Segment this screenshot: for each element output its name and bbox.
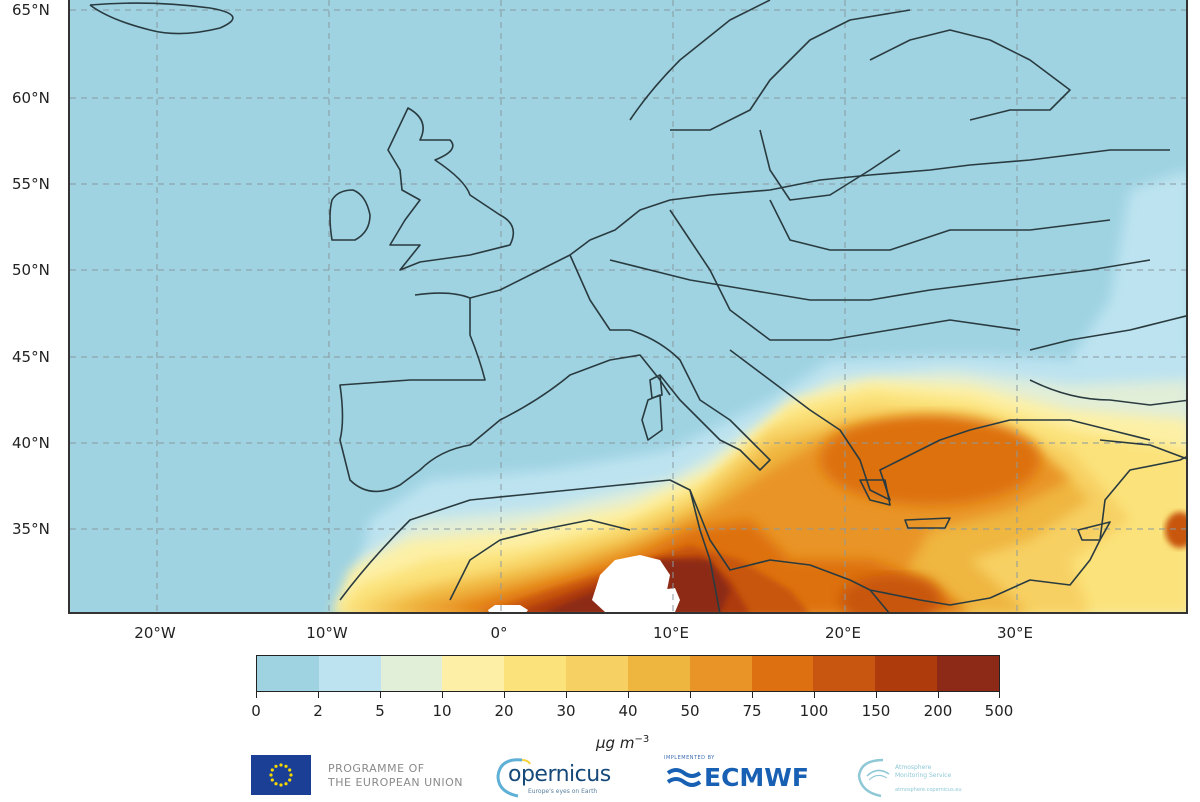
cams-line-1: Atmosphere xyxy=(895,764,932,771)
lat-tick-40n: 40°N xyxy=(12,434,50,452)
colorbar-label: 50 xyxy=(680,702,700,720)
colorbar-bin-75-100 xyxy=(751,656,814,691)
eu-programme-text: PROGRAMME OF THE EUROPEAN UNION xyxy=(328,762,463,790)
lat-tick-50n: 50°N xyxy=(12,261,50,279)
ecmwf-wordmark: ECMWF xyxy=(704,763,809,792)
colorbar-label: 40 xyxy=(618,702,638,720)
colorbar-bin-40-50 xyxy=(627,656,690,691)
colorbar-tick xyxy=(380,692,381,698)
colorbar-bin-2-5 xyxy=(318,656,381,691)
colorbar-tick xyxy=(318,692,319,698)
coastlines xyxy=(89,0,1186,612)
eu-line-1: PROGRAMME OF xyxy=(328,762,425,775)
copernicus-wordmark: opernicus xyxy=(508,762,611,787)
no-data-patch-3 xyxy=(488,605,528,612)
colorbar-label: 200 xyxy=(923,702,953,720)
colorbar-unit: μg m−3 xyxy=(596,734,649,752)
lat-tick-60n: 60°N xyxy=(12,89,50,107)
colorbar-bin-150-200 xyxy=(875,656,938,691)
colorbar-tick xyxy=(628,692,629,698)
colorbar-tick xyxy=(442,692,443,698)
copernicus-logo: opernicus Europe's eyes on Earth xyxy=(492,754,622,798)
ecmwf-waves-icon xyxy=(666,768,702,787)
colorbar-bin-30-40 xyxy=(566,656,628,691)
colorbar xyxy=(256,655,1000,692)
implemented-by-text: IMPLEMENTED BY xyxy=(664,755,715,761)
colorbar-label: 150 xyxy=(861,702,891,720)
colorbar-bin-50-75 xyxy=(689,656,752,691)
colorbar-tick xyxy=(256,692,257,698)
colorbar-tick xyxy=(690,692,691,698)
colorbar-tick xyxy=(752,692,753,698)
eu-flag-icon xyxy=(251,755,311,795)
lon-tick-20e: 20°E xyxy=(824,624,862,642)
colorbar-bin-200-500 xyxy=(937,656,999,691)
lat-tick-55n: 55°N xyxy=(12,175,50,193)
no-data-patch xyxy=(592,555,670,612)
footer-logos: PROGRAMME OF THE EUROPEAN UNION opernicu… xyxy=(0,750,1200,800)
colorbar-bin-5-10 xyxy=(380,656,443,691)
lon-tick-20w: 20°W xyxy=(134,624,176,642)
colorbar-label: 20 xyxy=(494,702,514,720)
no-data-patch-2 xyxy=(655,588,680,612)
unit-text: μg m xyxy=(596,734,635,752)
colorbar-label: 5 xyxy=(375,702,385,720)
colorbar-label: 0 xyxy=(251,702,261,720)
cams-url: atmosphere.copernicus.eu xyxy=(895,787,962,793)
cams-text: Atmosphere Monitoring Service atmosphere… xyxy=(895,764,962,794)
colorbar-tick xyxy=(814,692,815,698)
gridlines xyxy=(70,0,1186,612)
dust-map xyxy=(68,0,1188,614)
colorbar-label: 100 xyxy=(799,702,829,720)
copernicus-arc-icon xyxy=(496,758,531,798)
cams-arc-icon xyxy=(857,758,890,798)
colorbar-tick xyxy=(876,692,877,698)
colorbar-label: 500 xyxy=(984,702,1014,720)
colorbar-tick xyxy=(999,692,1000,698)
colorbar-tick xyxy=(938,692,939,698)
lon-tick-0: 0° xyxy=(490,624,508,642)
colorbar-label: 2 xyxy=(313,702,323,720)
lat-tick-65n: 65°N xyxy=(12,1,50,19)
lat-tick-45n: 45°N xyxy=(12,348,50,366)
colorbar-bin-0-2 xyxy=(257,656,319,691)
colorbar-label: 75 xyxy=(742,702,762,720)
colorbar-bin-20-30 xyxy=(504,656,567,691)
colorbar-label: 30 xyxy=(556,702,576,720)
lon-tick-30e: 30°E xyxy=(996,624,1034,642)
copernicus-tagline: Europe's eyes on Earth xyxy=(528,788,598,795)
colorbar-bin-100-150 xyxy=(813,656,876,691)
colorbar-label: 10 xyxy=(432,702,452,720)
eu-line-2: THE EUROPEAN UNION xyxy=(328,776,463,789)
colorbar-tick xyxy=(566,692,567,698)
unit-exponent: −3 xyxy=(634,734,650,745)
lon-tick-10w: 10°W xyxy=(306,624,348,642)
cams-logo: Atmosphere Monitoring Service atmosphere… xyxy=(855,754,985,798)
colorbar-tick xyxy=(504,692,505,698)
colorbar-bin-10-20 xyxy=(442,656,505,691)
dust-hotspot-east xyxy=(1165,512,1186,548)
ecmwf-logo: ECMWF xyxy=(664,763,809,792)
lon-tick-10e: 10°E xyxy=(652,624,690,642)
lat-tick-35n: 35°N xyxy=(12,520,50,538)
dust-level-75-100-aegean xyxy=(820,415,1040,505)
cams-line-2: Monitoring Service xyxy=(895,772,952,779)
map-layers xyxy=(70,0,1186,612)
